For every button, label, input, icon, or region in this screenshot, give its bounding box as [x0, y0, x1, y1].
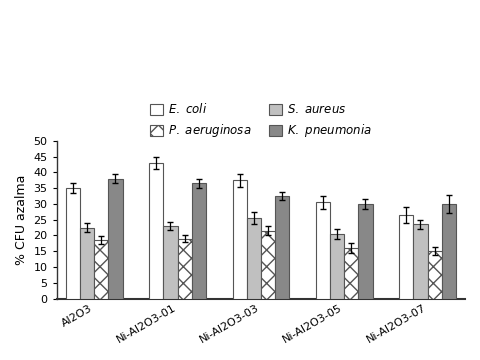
- Bar: [275, 196, 289, 299]
- Bar: [399, 215, 413, 299]
- Bar: [232, 180, 247, 299]
- Bar: [316, 202, 330, 299]
- Bar: [344, 248, 359, 299]
- Bar: [149, 163, 163, 299]
- Bar: [108, 179, 122, 299]
- Bar: [413, 224, 428, 299]
- Bar: [428, 251, 442, 299]
- Bar: [66, 188, 80, 299]
- Bar: [247, 218, 261, 299]
- Bar: [178, 239, 192, 299]
- Y-axis label: % CFU azalma: % CFU azalma: [15, 175, 28, 265]
- Bar: [442, 204, 456, 299]
- Bar: [359, 204, 372, 299]
- Bar: [330, 234, 344, 299]
- Bar: [261, 231, 275, 299]
- Bar: [80, 228, 94, 299]
- Bar: [192, 183, 206, 299]
- Legend: $\it{E.\ coli}$, $\it{P.\ aeruginosa}$, $\it{S.\ aureus}$, $\it{K.\ pneumonia}$: $\it{E.\ coli}$, $\it{P.\ aeruginosa}$, …: [150, 102, 372, 139]
- Bar: [94, 240, 108, 299]
- Bar: [163, 226, 178, 299]
